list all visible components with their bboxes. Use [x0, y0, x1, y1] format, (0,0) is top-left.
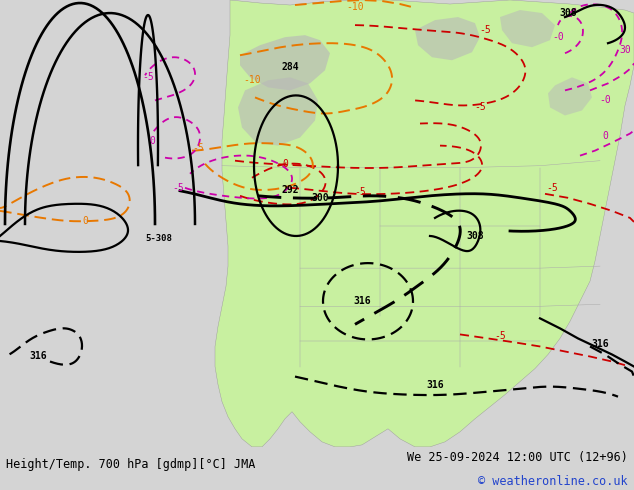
Text: 292: 292: [281, 185, 299, 195]
Text: -5: -5: [494, 331, 506, 342]
Text: -5: -5: [474, 102, 486, 112]
Text: Height/Temp. 700 hPa [gdmp][°C] JMA: Height/Temp. 700 hPa [gdmp][°C] JMA: [6, 458, 256, 470]
Polygon shape: [415, 17, 480, 60]
Text: We 25-09-2024 12:00 UTC (12+96): We 25-09-2024 12:00 UTC (12+96): [407, 451, 628, 464]
Text: 30: 30: [619, 45, 631, 55]
Text: 0: 0: [82, 216, 88, 226]
Text: 284: 284: [281, 62, 299, 73]
Text: -0: -0: [599, 96, 611, 105]
Polygon shape: [548, 77, 592, 116]
Text: -5: -5: [142, 73, 154, 82]
Polygon shape: [238, 77, 318, 146]
Text: -5: -5: [546, 183, 558, 193]
Text: 300: 300: [311, 193, 329, 203]
Polygon shape: [240, 35, 330, 90]
Text: 0: 0: [149, 136, 155, 146]
Text: -0: -0: [552, 32, 564, 42]
Text: 316: 316: [426, 380, 444, 390]
Text: 316: 316: [29, 351, 47, 362]
Text: -5: -5: [479, 25, 491, 35]
Text: -5: -5: [192, 143, 204, 152]
Text: 316: 316: [591, 340, 609, 349]
Text: 308: 308: [466, 231, 484, 241]
Text: -5: -5: [354, 187, 366, 197]
Text: -5: -5: [172, 183, 184, 193]
Polygon shape: [215, 0, 634, 447]
Text: -10: -10: [243, 75, 261, 85]
Text: 0: 0: [602, 130, 608, 141]
Text: -10: -10: [346, 2, 364, 12]
Text: 0: 0: [282, 159, 288, 169]
Text: © weatheronline.co.uk: © weatheronline.co.uk: [478, 475, 628, 488]
Text: 308: 308: [559, 8, 577, 18]
Text: 5-308: 5-308: [145, 234, 172, 243]
Text: 316: 316: [353, 296, 371, 306]
Polygon shape: [500, 10, 555, 47]
